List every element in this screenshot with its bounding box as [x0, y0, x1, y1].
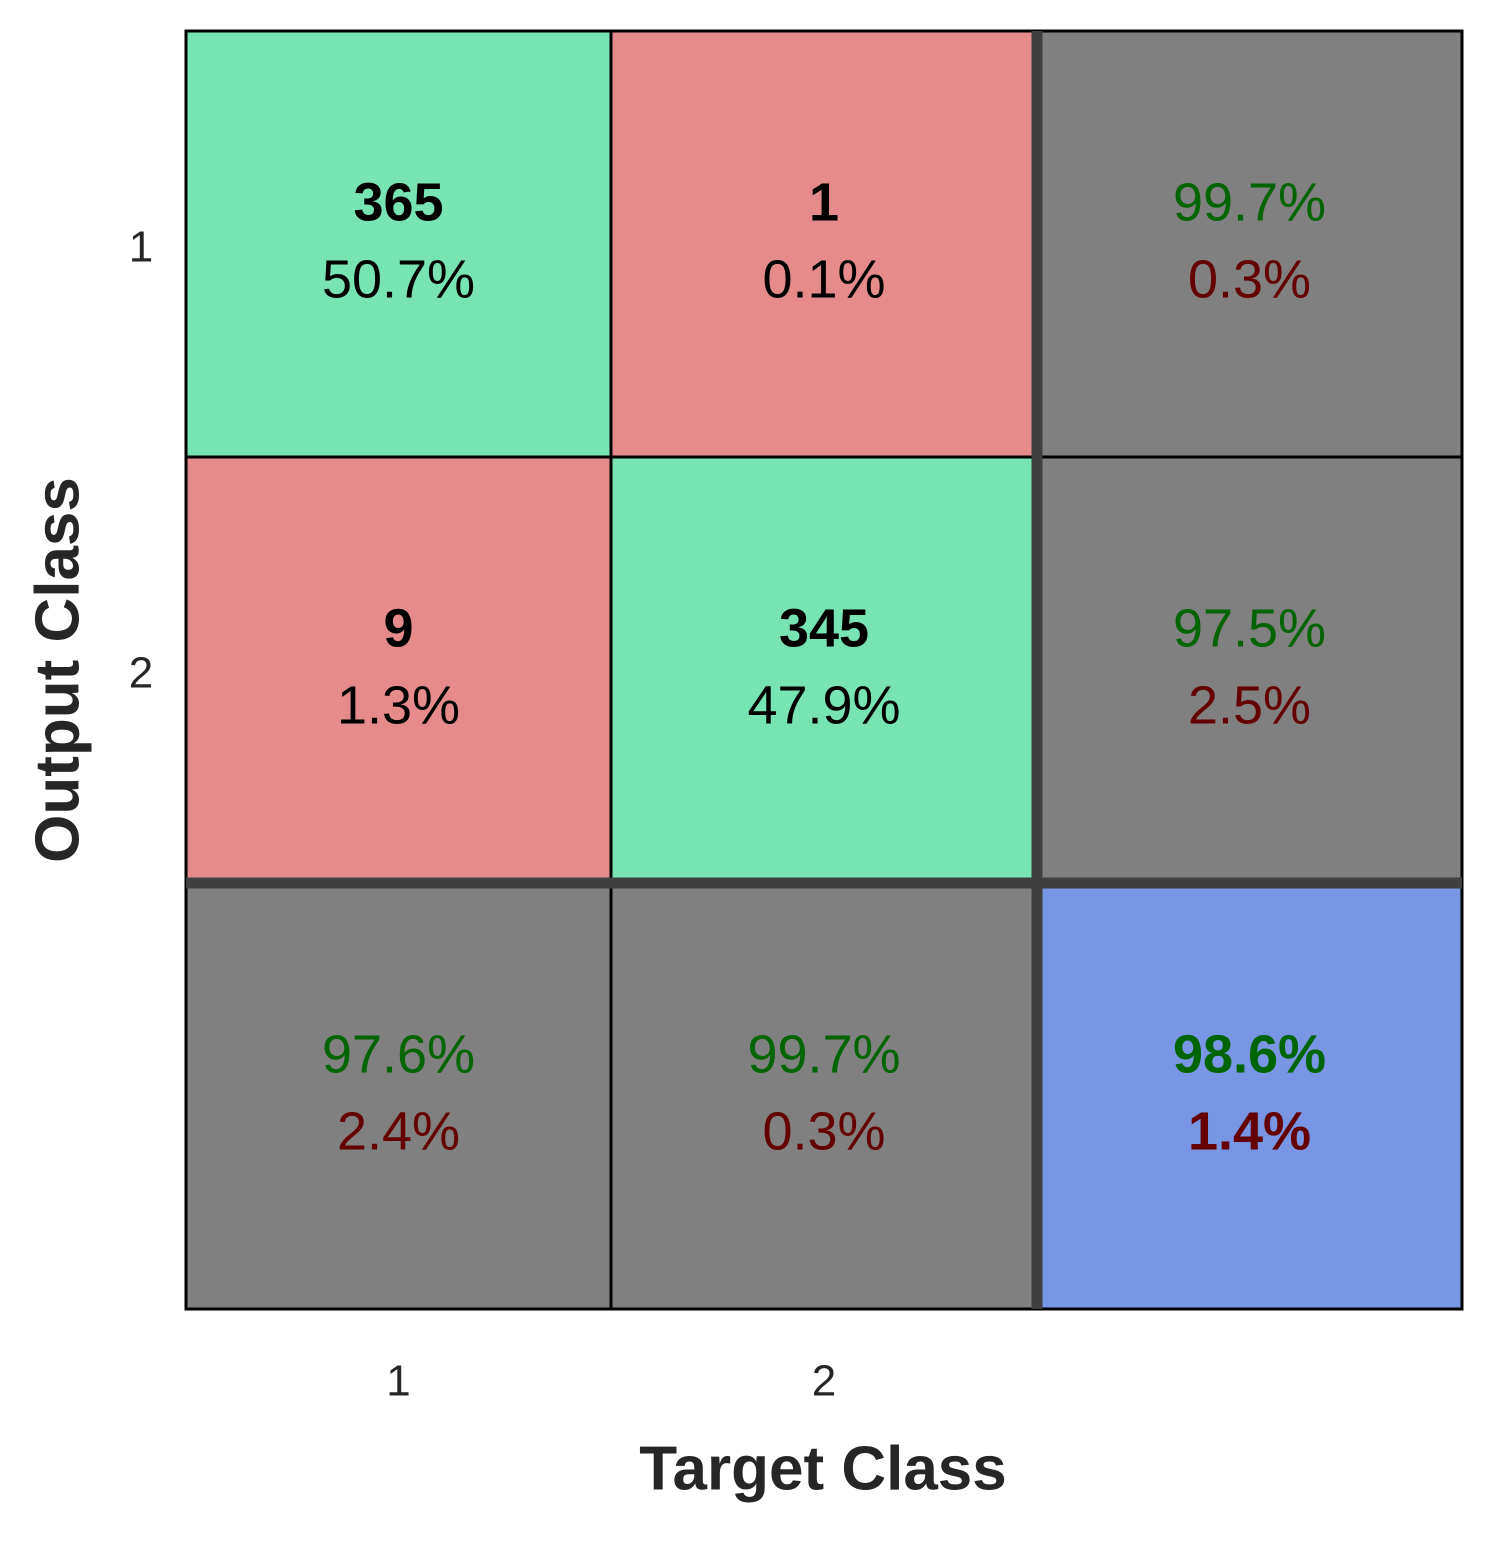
cell-r1-c3-top-label: 99.7% [1173, 172, 1326, 232]
cell-r2-c1 [186, 457, 611, 883]
x-axis-title: Target Class [639, 1434, 1007, 1503]
cell-r3-c1-top-label: 97.6% [322, 1024, 475, 1084]
cell-r3-c2-top-label: 99.7% [747, 1024, 900, 1084]
cell-r2-c3-bottom-label: 2.5% [1188, 675, 1311, 735]
y-axis-title: Output Class [23, 477, 92, 863]
cell-r1-c3-bottom-label: 0.3% [1188, 249, 1311, 309]
cell-r2-c2-top-label: 345 [779, 598, 869, 658]
cell-r1-c1-bottom-label: 50.7% [322, 249, 475, 309]
y-tick-label-1: 1 [129, 223, 153, 272]
cell-r3-c1 [186, 883, 611, 1309]
cell-r1-c1-top-label: 365 [353, 172, 443, 232]
matrix-labels: 365 50.7% 1 0.1% 99.7% 0.3% 9 1.3% 345 47.9% 97.5%… [129, 172, 1326, 1405]
cell-r2-c1-top-label: 9 [383, 598, 413, 658]
cell-r1-c2 [611, 31, 1037, 457]
matrix-cells [186, 31, 1462, 1309]
cell-r1-c3 [1037, 31, 1462, 457]
cell-r2-c3-top-label: 97.5% [1173, 598, 1326, 658]
cell-r3-c2-bottom-label: 0.3% [762, 1101, 885, 1161]
cell-r2-c2 [611, 457, 1037, 883]
cell-r2-c3 [1037, 457, 1462, 883]
cell-r3-c3-bottom-label: 1.4% [1188, 1101, 1311, 1161]
x-tick-label-2: 2 [812, 1357, 836, 1406]
cell-r1-c2-top-label: 1 [809, 172, 839, 232]
cell-r1-c2-bottom-label: 0.1% [762, 249, 885, 309]
y-tick-label-2: 2 [129, 649, 153, 698]
matrix-grid [184, 29, 1464, 1311]
cell-r2-c1-bottom-label: 1.3% [337, 675, 460, 735]
x-tick-label-1: 1 [386, 1357, 410, 1406]
cell-r3-c2 [611, 883, 1037, 1309]
cell-r2-c2-bottom-label: 47.9% [747, 675, 900, 735]
cell-r3-c3-top-label: 98.6% [1173, 1024, 1326, 1084]
matrix-border [184, 29, 1464, 1311]
cell-r3-c1-bottom-label: 2.4% [337, 1101, 460, 1161]
cell-r1-c1 [186, 31, 611, 457]
cell-r3-c3 [1037, 883, 1462, 1309]
